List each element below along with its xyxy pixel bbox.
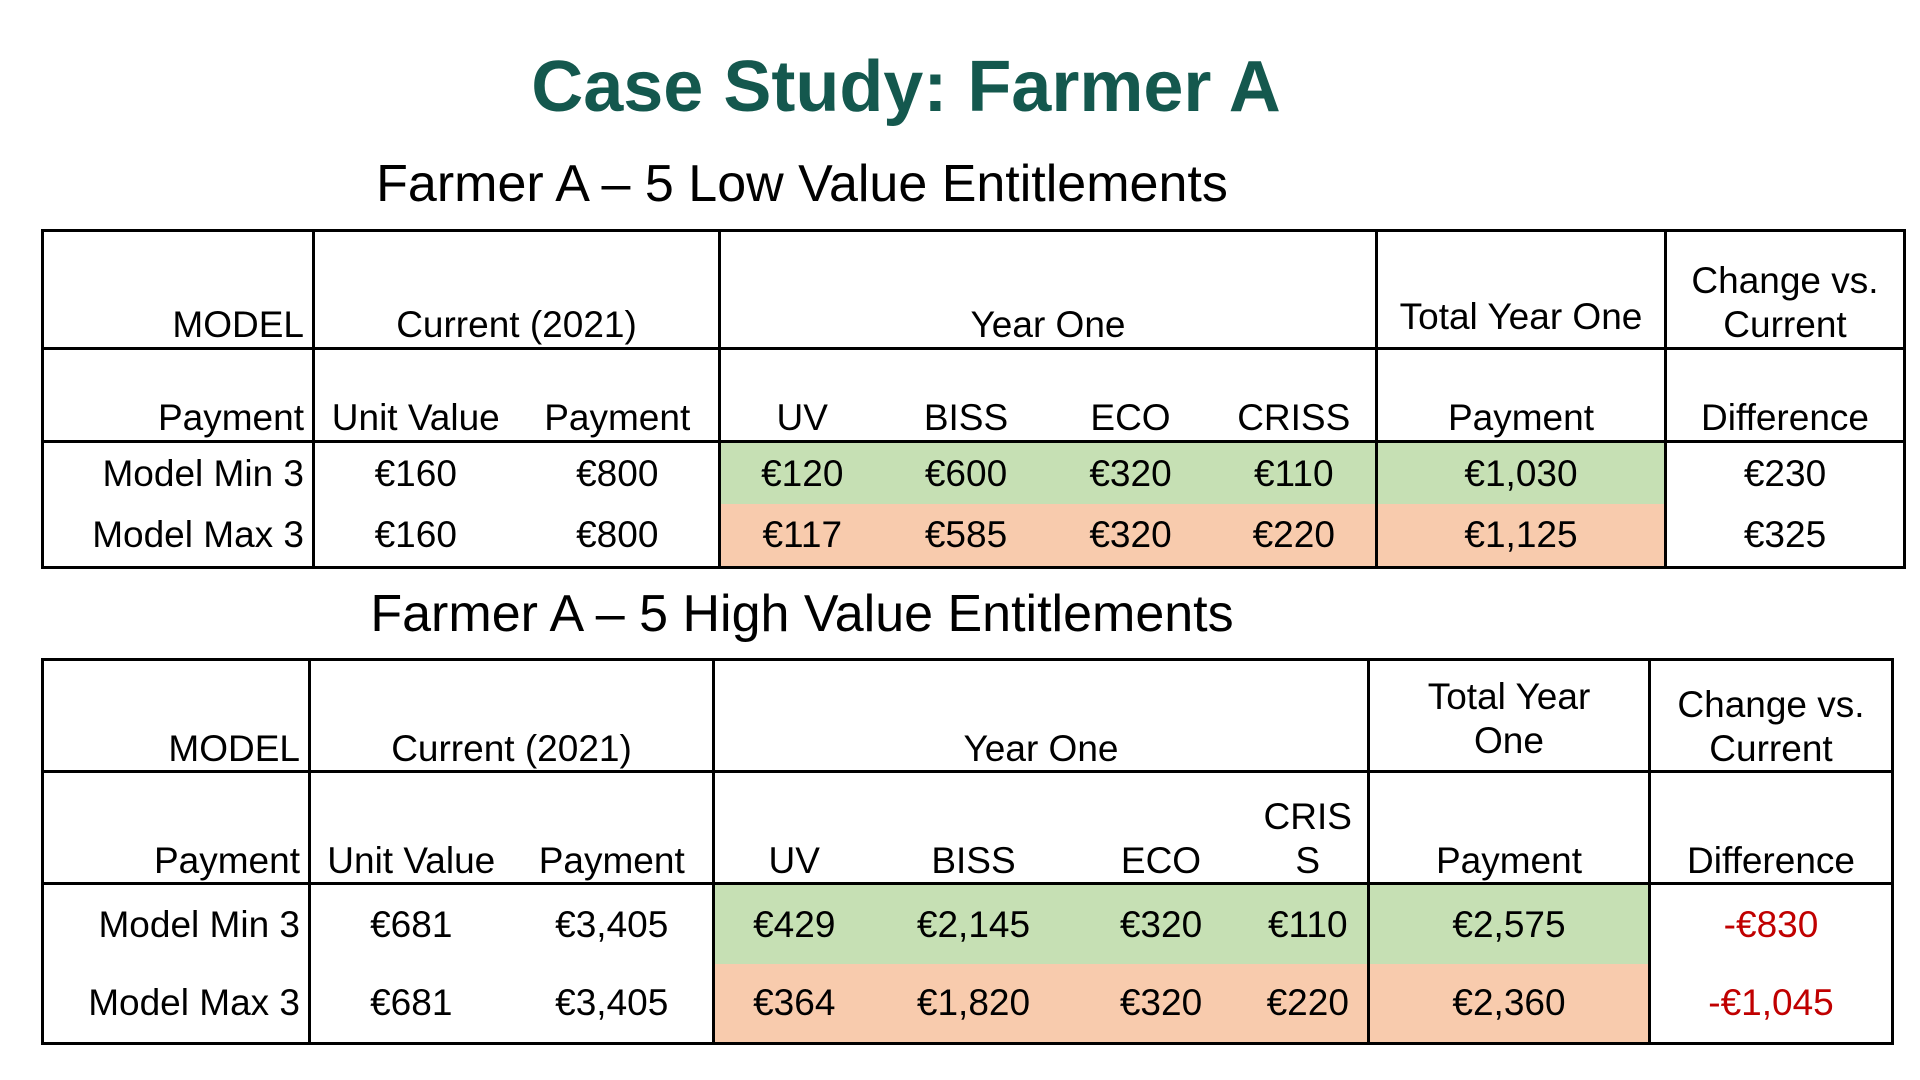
difference-cell: -€830 [1648,882,1894,964]
criss-cell: €220 [1248,963,1370,1046]
payment-cell: €800 [516,504,721,569]
table-header-group-row: MODEL Current (2021) Year One Total Year… [41,228,1906,350]
header-eco: ECO [1048,346,1213,443]
total-payment-cell: €2,360 [1367,963,1651,1046]
uv-cell: €117 [718,504,884,569]
header-payment-current: Payment [516,346,721,443]
row-label: Model Max 3 [41,963,311,1046]
total-payment-cell: €2,575 [1367,882,1651,964]
header-payment-current: Payment [511,770,715,886]
unit-value-cell: €160 [312,504,517,569]
difference-cell: €230 [1664,439,1906,505]
header-uv: UV [718,346,884,443]
uv-cell: €120 [718,439,884,505]
eco-cell: €320 [1048,439,1213,505]
difference-cell: €325 [1664,504,1906,569]
header-payment: Payment [41,770,311,886]
header-payment: Payment [41,346,315,443]
header-biss: BISS [883,346,1049,443]
unit-value-cell: €681 [308,882,512,964]
header-year-one: Year One [718,228,1378,350]
header-total-year-one: Total Year One [1367,658,1651,774]
table-header-sub-row: Payment Unit Value Payment UV BISS ECO C… [41,346,1906,443]
header-model: MODEL [41,228,315,350]
unit-value-cell: €681 [308,963,512,1046]
row-label: Model Min 3 [41,882,311,964]
eco-cell: €320 [1073,963,1249,1046]
biss-cell: €585 [883,504,1049,569]
header-uv: UV [712,770,874,886]
eco-cell: €320 [1073,882,1249,964]
header-year-one: Year One [712,658,1370,774]
total-payment-cell: €1,030 [1375,439,1667,505]
header-difference: Difference [1648,770,1894,886]
header-total-year-one: Total Year One [1375,228,1667,350]
payment-cell: €3,405 [511,963,715,1046]
header-current-2021: Current (2021) [312,228,721,350]
slide-title: Case Study: Farmer A [531,47,1281,127]
low-value-table-title: Farmer A – 5 Low Value Entitlements [376,154,1228,213]
header-difference: Difference [1664,346,1906,443]
row-label: Model Min 3 [41,439,315,505]
header-unit-value: Unit Value [308,770,512,886]
payment-cell: €800 [516,439,721,505]
header-criss: CRISS [1248,770,1370,886]
biss-cell: €600 [883,439,1049,505]
table-row-model-max-3: Model Max 3 €160 €800 €117 €585 €320 €22… [41,504,1906,569]
header-eco: ECO [1073,770,1249,886]
biss-cell: €1,820 [873,963,1074,1046]
low-value-table: MODEL Current (2021) Year One Total Year… [41,228,1906,569]
header-total-payment: Payment [1375,346,1667,443]
criss-cell: €110 [1248,882,1370,964]
header-criss: CRISS [1212,346,1378,443]
row-label: Model Max 3 [41,504,315,569]
header-current-2021: Current (2021) [308,658,715,774]
table-row-model-min-3: Model Min 3 €681 €3,405 €429 €2,145 €320… [41,882,1894,964]
header-model: MODEL [41,658,311,774]
criss-cell: €110 [1212,439,1378,505]
table-header-group-row: MODEL Current (2021) Year One Total Year… [41,658,1894,774]
criss-cell: €220 [1212,504,1378,569]
difference-cell: -€1,045 [1648,963,1894,1046]
header-change-vs-current: Change vs. Current [1664,228,1906,350]
table-row-model-min-3: Model Min 3 €160 €800 €120 €600 €320 €11… [41,439,1906,505]
high-value-table-title: Farmer A – 5 High Value Entitlements [370,584,1234,643]
header-change-vs-current: Change vs. Current [1648,658,1894,774]
header-unit-value: Unit Value [312,346,517,443]
header-total-payment: Payment [1367,770,1651,886]
uv-cell: €429 [712,882,874,964]
high-value-table: MODEL Current (2021) Year One Total Year… [41,658,1894,1046]
header-biss: BISS [873,770,1074,886]
uv-cell: €364 [712,963,874,1046]
table-row-model-max-3: Model Max 3 €681 €3,405 €364 €1,820 €320… [41,963,1894,1046]
biss-cell: €2,145 [873,882,1074,964]
total-payment-cell: €1,125 [1375,504,1667,569]
payment-cell: €3,405 [511,882,715,964]
eco-cell: €320 [1048,504,1213,569]
unit-value-cell: €160 [312,439,517,505]
table-header-sub-row: Payment Unit Value Payment UV BISS ECO C… [41,770,1894,886]
